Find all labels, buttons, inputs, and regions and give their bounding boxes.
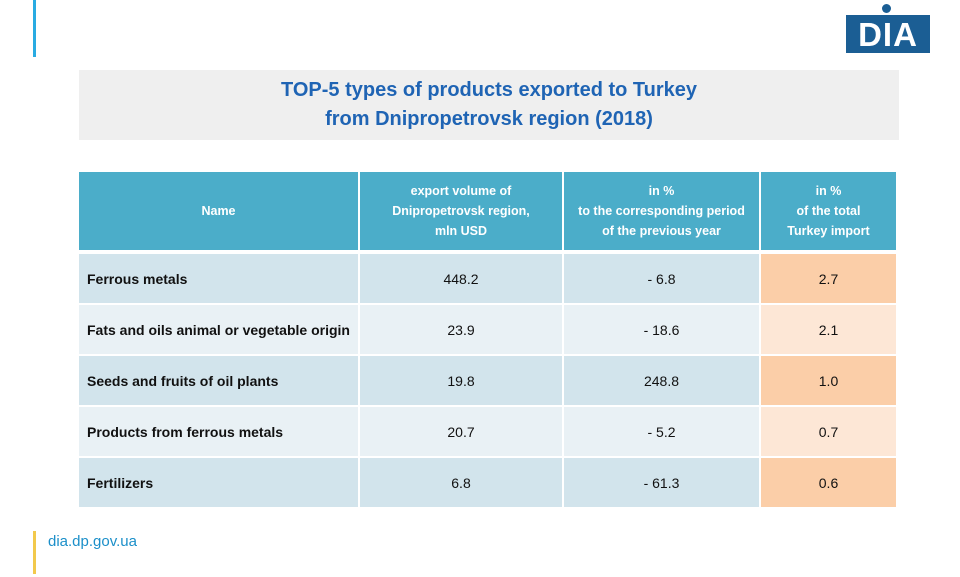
top-accent-bar bbox=[33, 0, 36, 57]
header-line: of the previous year bbox=[602, 224, 721, 238]
row-change: - 6.8 bbox=[563, 252, 761, 305]
row-change: 248.8 bbox=[563, 355, 761, 407]
table-row: Fats and oils animal or vegetable origin… bbox=[79, 304, 898, 356]
table-row: Seeds and fruits of oil plants 19.8 248.… bbox=[79, 355, 898, 407]
title-banner: TOP-5 types of products exported to Turk… bbox=[79, 70, 899, 140]
table-row: Ferrous metals 448.2 - 6.8 2.7 bbox=[79, 252, 898, 305]
row-share: 0.6 bbox=[760, 457, 898, 509]
row-volume: 19.8 bbox=[359, 355, 564, 407]
header-line: export volume of bbox=[410, 184, 512, 198]
row-share: 1.0 bbox=[760, 355, 898, 407]
header-line: in % bbox=[815, 184, 842, 198]
row-share: 2.1 bbox=[760, 304, 898, 356]
logo-text: DIA bbox=[858, 16, 918, 53]
row-volume: 23.9 bbox=[359, 304, 564, 356]
row-volume: 6.8 bbox=[359, 457, 564, 509]
header-name: Name bbox=[79, 172, 360, 254]
dia-logo[interactable]: DIA bbox=[846, 15, 930, 53]
table-header-row: Name export volume of Dnipropetrovsk reg… bbox=[79, 172, 898, 254]
website-link[interactable]: dia.dp.gov.ua bbox=[48, 533, 137, 550]
row-volume: 448.2 bbox=[359, 252, 564, 305]
export-table: Name export volume of Dnipropetrovsk reg… bbox=[79, 172, 898, 509]
row-share: 0.7 bbox=[760, 406, 898, 458]
row-name: Products from ferrous metals bbox=[79, 406, 360, 458]
row-name: Fats and oils animal or vegetable origin bbox=[79, 304, 360, 356]
title-line-1: TOP-5 types of products exported to Turk… bbox=[281, 79, 697, 101]
row-change: - 18.6 bbox=[563, 304, 761, 356]
row-share: 2.7 bbox=[760, 252, 898, 305]
header-line: mln USD bbox=[434, 224, 488, 238]
header-export-volume: export volume of Dnipropetrovsk region, … bbox=[359, 172, 564, 254]
header-import-share: in % of the total Turkey import bbox=[760, 172, 898, 254]
row-name: Fertilizers bbox=[79, 457, 360, 509]
row-name: Ferrous metals bbox=[79, 252, 360, 305]
row-name: Seeds and fruits of oil plants bbox=[79, 355, 360, 407]
header-line: of the total bbox=[796, 204, 861, 218]
logo-dot bbox=[882, 4, 891, 13]
row-change: - 61.3 bbox=[563, 457, 761, 509]
row-volume: 20.7 bbox=[359, 406, 564, 458]
title-line-2: from Dnipropetrovsk region (2018) bbox=[325, 108, 653, 130]
header-line: Turkey import bbox=[787, 224, 870, 238]
header-change-percent: in % to the corresponding period of the … bbox=[563, 172, 761, 254]
header-name-line: Name bbox=[201, 204, 236, 218]
table-row: Products from ferrous metals 20.7 - 5.2 … bbox=[79, 406, 898, 458]
table-row: Fertilizers 6.8 - 61.3 0.6 bbox=[79, 457, 898, 509]
header-line: Dnipropetrovsk region, bbox=[392, 204, 530, 218]
row-change: - 5.2 bbox=[563, 406, 761, 458]
header-line: in % bbox=[648, 184, 675, 198]
bottom-accent-bar bbox=[33, 531, 36, 574]
header-line: to the corresponding period bbox=[578, 204, 745, 218]
